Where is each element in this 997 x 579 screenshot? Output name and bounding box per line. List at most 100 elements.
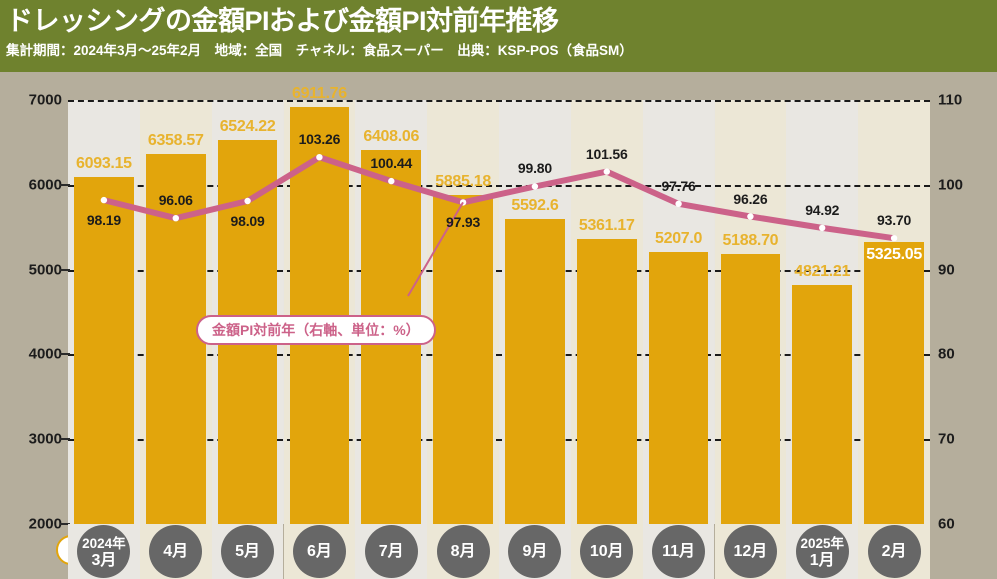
x-axis-band: 6月 [283,524,356,579]
left-axis-tick-label: 6000 [28,176,62,194]
bar [505,219,565,524]
bar [74,176,134,524]
line-value-label: 93.70 [877,212,912,229]
right-axis-tick-label: 70 [938,430,955,448]
x-axis-band: 10月 [570,524,643,579]
left-axis-tick-mark [60,183,70,186]
line-series-callout: 金額PI対前年（右軸、単位：%） [196,315,436,345]
x-axis-month-label: 11月 [652,525,706,578]
bar [433,194,493,524]
x-axis-band: 9月 [499,524,571,579]
x-axis-month-label: 2025年 1月 [795,525,849,578]
bar-value-label: 5325.05 [866,246,922,264]
x-axis-month-label: 5月 [221,525,275,578]
x-axis: 2024年 3月 4月 5月 6月 7月 8月 9月 10月 11月 12月 2025年 1月 2月 [68,524,930,579]
x-axis-month-text: 12月 [733,543,768,560]
left-axis-tick-mark [60,268,70,271]
bar-value-label: 6408.06 [363,128,420,146]
x-axis-band: 2024年 3月 [68,524,140,579]
x-axis-month-label: 7月 [364,525,418,578]
x-axis-month-label: 9月 [508,525,562,578]
x-axis-band: 2月 [858,524,930,579]
line-value-label: 101.56 [585,145,628,162]
right-axis-tick-label: 110 [938,91,963,109]
line-value-label: 96.06 [158,192,193,209]
right-axis-tick-label: 100 [938,176,964,194]
x-axis-month-label: 6月 [292,525,346,578]
bar-value-label: 4821.21 [794,262,851,280]
gridline [68,439,930,442]
chart-header: ドレッシングの金額PIおよび金額PI対前年推移 集計期間：2024年3月～25年… [0,0,997,72]
bar [864,242,924,524]
x-axis-month-text: 7月 [378,543,404,560]
line-value-label: 98.19 [86,212,121,229]
line-value-label: 103.26 [298,131,341,148]
bar [145,154,206,524]
x-axis-month-text: 4月 [163,543,189,560]
x-axis-month-label: 2月 [867,525,921,578]
bar-value-label: 6524.22 [219,118,276,136]
line-value-label: 97.93 [446,214,481,231]
line-value-label: 100.44 [370,155,413,172]
line-value-label: 96.26 [733,190,768,207]
bar-value-label: 5188.70 [722,231,779,249]
page-subtitle: 集計期間：2024年3月～25年2月 地域：全国 チャネル：食品スーパー 出典：… [6,43,633,58]
gridline [68,354,930,357]
left-axis-tick-mark [60,438,70,441]
bar-value-label: 6911.76 [291,85,347,103]
x-axis-month-text: 6月 [306,543,332,560]
x-axis-band: 8月 [427,524,499,579]
bar [648,252,709,524]
bar-value-label: 6093.15 [76,154,132,172]
x-axis-month-text: 3月 [91,551,117,569]
x-axis-month-label: 2024年 3月 [77,525,131,578]
x-axis-month-label: 4月 [149,525,203,578]
x-axis-band: 2025年 1月 [786,524,859,579]
bar-value-label: 5361.17 [578,216,635,234]
right-axis-tick-label: 80 [938,345,955,363]
gridline [68,100,930,102]
x-axis-band: 5月 [211,524,284,579]
bar [720,253,781,524]
x-axis-month-text: 1月 [809,551,835,569]
x-axis-month-text: 2月 [881,543,907,560]
bar-value-label: 5885.18 [435,172,491,190]
left-axis-tick-mark [60,523,70,525]
bar-value-label: 5207.0 [655,230,703,248]
left-axis-tick-label: 2000 [28,515,62,533]
x-axis-month-text: 2025年 [800,535,844,551]
bar-value-label: 6358.57 [147,132,204,150]
x-axis-month-label: 12月 [723,525,777,578]
bar [576,238,637,524]
right-axis-tick-label: 60 [938,515,955,533]
x-axis-month-label: 8月 [436,525,490,578]
chart-frame: 6093.15 6358.57 6524.22 6911.76 6408.06 5885.… [0,72,997,579]
x-axis-band: 4月 [139,524,212,579]
x-axis-month-text: 2024年 [82,535,126,551]
x-axis-month-text: 8月 [450,543,476,560]
x-axis-band: 7月 [355,524,428,579]
left-axis-tick-label: 3000 [28,430,62,448]
line-value-label: 94.92 [805,201,840,218]
left-axis-tick-label: 7000 [28,91,62,109]
x-axis-month-label: 10月 [580,525,634,578]
line-value-label: 97.76 [661,177,696,194]
x-axis-month-text: 10月 [589,543,624,560]
left-axis-tick-mark [60,353,70,356]
plot-area: 6093.15 6358.57 6524.22 6911.76 6408.06 5885.… [68,85,930,526]
line-value-label: 99.80 [517,160,552,177]
left-axis-tick-label: 4000 [28,345,62,363]
right-axis-tick-label: 90 [938,261,955,279]
page-title: ドレッシングの金額PIおよび金額PI対前年推移 [6,6,559,36]
gridline [68,269,930,272]
x-axis-band: 11月 [642,524,715,579]
x-axis-month-text: 11月 [662,543,696,560]
left-axis-tick-label: 5000 [28,261,62,279]
x-axis-band: 12月 [714,524,787,579]
line-value-label: 98.09 [230,212,265,229]
bar-value-label: 5592.6 [511,197,559,215]
x-axis-month-text: 9月 [522,543,548,560]
x-axis-month-text: 5月 [235,543,261,560]
bar [792,284,853,524]
